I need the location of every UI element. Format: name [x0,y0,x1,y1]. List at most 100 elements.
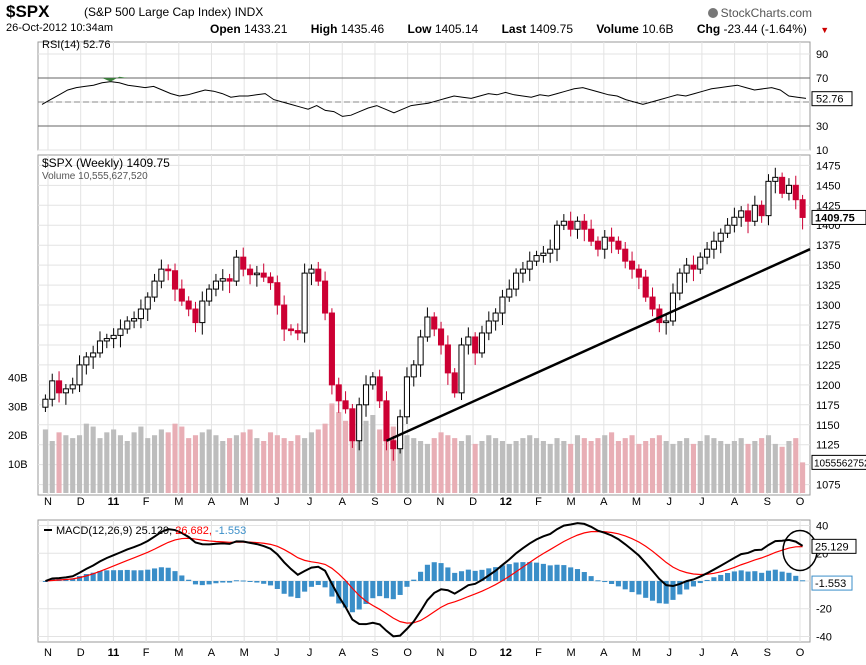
macd-histogram-bar [111,570,117,581]
quote-datetime: 26-Oct-2012 10:34am [6,22,114,34]
candle-body [349,408,356,442]
volume-bar [499,441,506,493]
candle-body [492,312,499,322]
x-tick-label: A [339,647,347,659]
volume-bar [704,435,710,493]
price-tick-label: 1300 [816,300,840,312]
macd-histogram-bar [793,575,799,581]
volume-bar [649,438,656,493]
macd-histogram-bar [724,573,731,581]
candle-body [335,384,342,402]
rsi-tick-label: 10 [816,145,828,157]
volume-bar [472,443,478,493]
volume-bar [602,435,608,493]
candle-body [581,220,588,230]
macd-histogram-bar [499,565,506,581]
candle-body [308,268,315,274]
candle-body [185,300,192,310]
volume-bar [186,438,192,493]
candle-body [772,176,779,182]
candle-body [49,380,56,400]
macd-line [45,522,804,638]
macd-histogram-bar [254,581,260,583]
candle-body [567,220,574,230]
candle-body [131,318,138,322]
candle-body [417,336,424,366]
volume-bar [370,415,376,493]
macd-histogram-bar [404,581,410,587]
volume-bar [643,441,649,493]
candle-body [144,296,151,310]
candle-body [601,236,608,250]
price-tick-label: 1325 [816,280,840,292]
macd-histogram-bar [643,581,649,598]
candle-body [287,328,295,332]
volume-bar [554,438,560,493]
brand-link[interactable]: StockCharts.com [707,6,812,20]
x-tick-label: M [240,647,249,659]
macd-histogram-bar [779,571,785,581]
volume-bar [452,438,458,493]
candle-body [137,308,144,320]
volume-bar [513,441,519,493]
candle-body [744,210,752,222]
macd-histogram-bar [438,563,444,581]
volume-bar [213,435,219,493]
candle-body [683,264,690,274]
price-last-box [811,209,866,225]
macd-histogram-bar [636,581,642,595]
x-tick-label: A [600,647,608,659]
macd-histogram-bar [629,581,635,593]
volume-bar [302,438,308,493]
macd-histogram-bar [288,581,294,597]
volume-bar [636,443,642,493]
macd-histogram-bar [670,581,676,600]
volume-bar [76,435,83,493]
x-tick-label: A [208,647,216,659]
candle-body [431,316,438,330]
candle-body [697,256,704,270]
macd-histogram-bar [615,581,621,587]
macd-histogram-bar [418,571,424,581]
candle-body [690,264,697,270]
macd-histogram-bar [663,581,669,604]
volume-bar [493,438,499,493]
macd-title: MACD(12,26,9) 25.129, 26.682, -1.553 [56,525,246,537]
candle-body [588,228,595,242]
volume-bar [533,438,540,493]
price-tick-label: 1450 [816,180,840,192]
macd-histogram-bar [581,572,587,581]
candle-body [328,312,335,386]
macd-last-value: 25.129 [815,541,849,553]
volume-bar [377,429,383,493]
volume-bar [261,441,267,493]
macd-histogram-bar [609,581,615,584]
macd-histogram-bar [458,571,465,581]
volume-bar [124,441,130,493]
candle-body [376,376,383,402]
price-tick-label: 1175 [816,400,840,412]
rsi-overbought-fill [102,76,128,82]
price-tick-label: 1125 [816,440,840,452]
volume-bar [145,438,151,493]
x-tick-label: F [143,647,150,659]
volume-bar [63,435,69,493]
macd-histogram-bar [431,562,437,581]
macd-histogram-bar [233,580,239,582]
candle-body [437,328,445,346]
x-tick-label: A [731,647,739,659]
price-tick-label: 1275 [816,320,840,332]
volume-bar [547,443,553,493]
volume-bar [308,432,315,493]
volume-bar [329,403,335,493]
price-panel: 1475145014251400137513501325130012751250… [8,154,866,496]
macd-histogram-bar [718,574,724,581]
candle-body [90,352,97,358]
macd-signal-line [45,530,803,624]
candle-body [649,296,656,310]
candle-body [451,372,458,394]
macd-histogram-bar [745,571,751,581]
rsi-tick-label: 70 [816,73,828,85]
volume-bar [192,435,199,493]
volume-bar [752,441,758,493]
